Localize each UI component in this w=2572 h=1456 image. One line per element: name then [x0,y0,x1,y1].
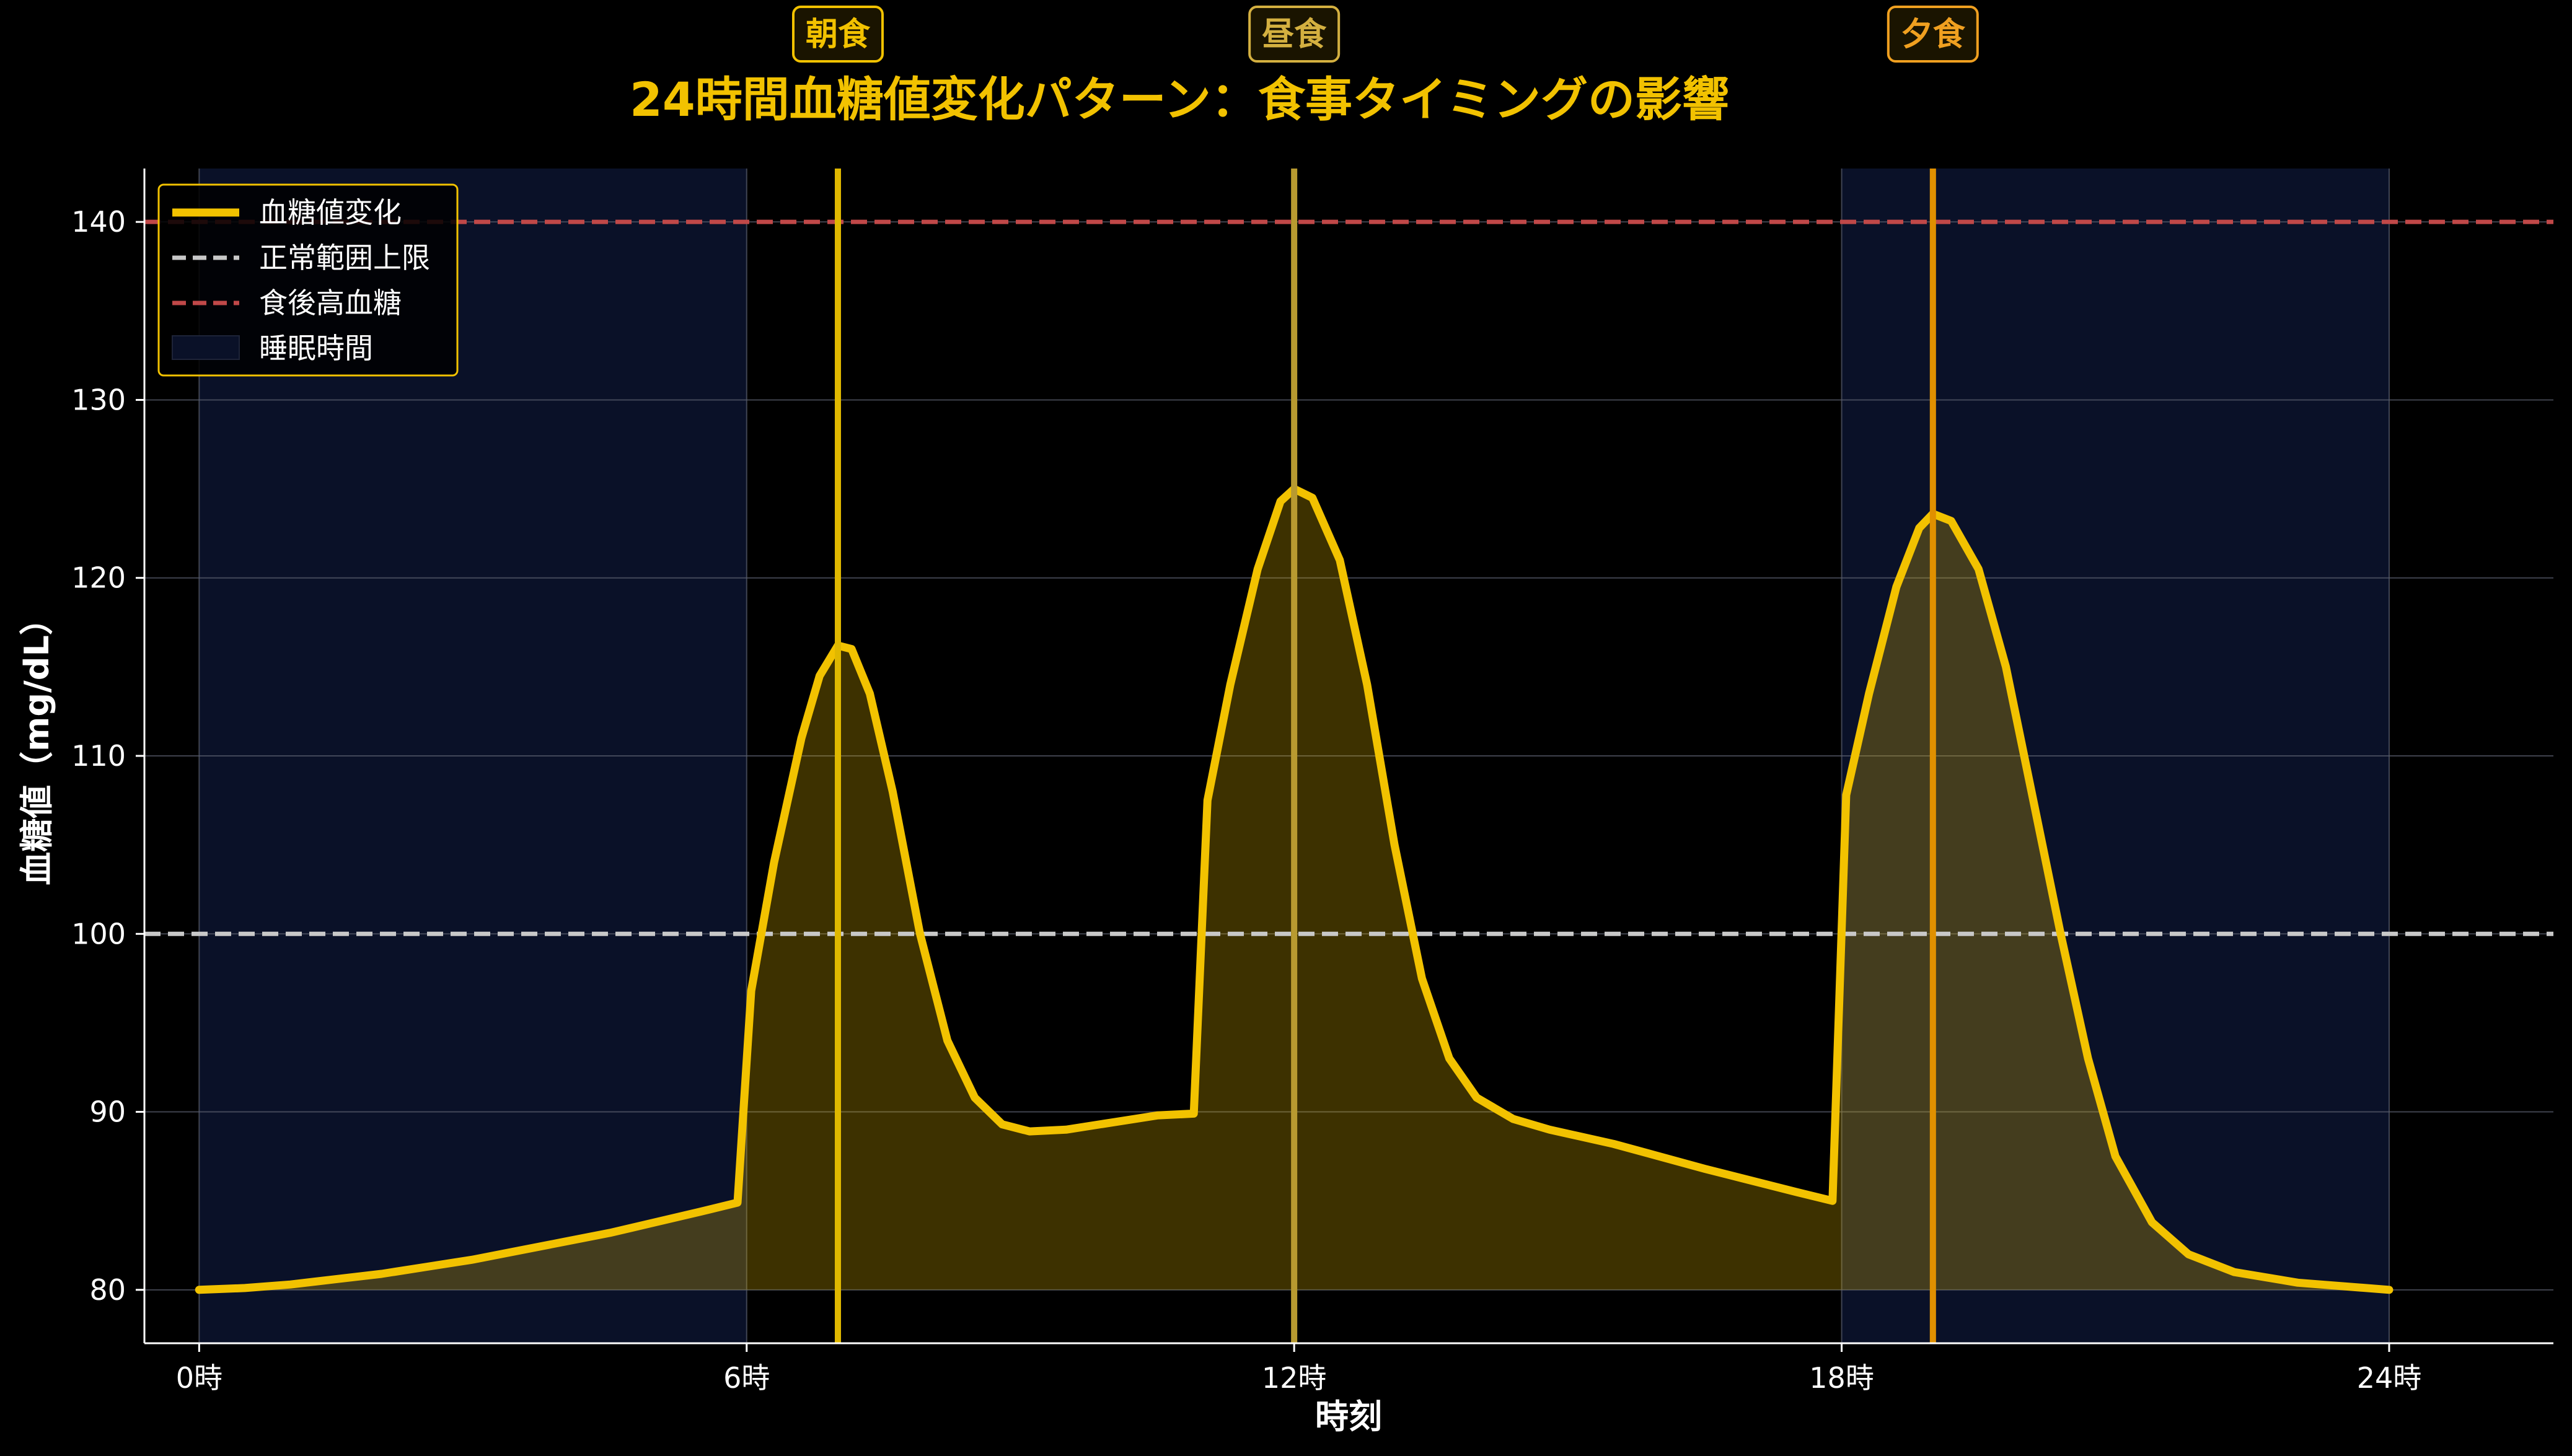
y-ticks: 80 90 100 110 120 130 140 [71,205,144,1307]
glucose-series [195,485,2394,1294]
x-axis-label: 時刻 [1315,1397,1382,1436]
x-tick-label: 24時 [2357,1361,2422,1395]
chart-title: 24時間血糖値変化パターン：食事タイミングの影響 [630,72,1729,127]
meal-label: 夕食 [1901,16,1966,53]
legend-label: 食後高血糖 [259,286,402,320]
y-tick-label: 140 [71,205,126,239]
legend-box [157,183,459,377]
legend-label: 睡眠時間 [259,331,373,365]
legend-swatch-sleep [172,335,240,360]
y-tick-label: 80 [89,1273,126,1307]
x-tick-label: 0時 [176,1361,222,1395]
meal-label-box [791,6,884,63]
y-tick-label: 90 [89,1095,126,1129]
y-axis-label: 血糖値（mg/dL） [17,602,56,885]
y-tick-label: 110 [71,739,126,773]
meal-label: 昼食 [1262,16,1327,53]
legend-label: 正常範囲上限 [259,241,430,274]
y-tick-label: 120 [71,561,126,595]
x-tick-label: 6時 [723,1361,770,1395]
x-ticks: 0時 6時 12時 18時 24時 [176,1343,2422,1395]
y-tick-label: 130 [71,383,126,416]
meal-markers: 朝食 昼食 夕食 [791,6,1979,1343]
meal-label-box [1887,6,1979,63]
meal-label-box [1248,6,1341,63]
x-tick-label: 18時 [1809,1361,1874,1395]
meal-label: 朝食 [806,16,871,53]
threshold-lines [144,219,2553,936]
glucose-line [195,485,2394,1294]
legend-label: 血糖値変化 [259,196,402,229]
y-tick-label: 100 [71,917,126,950]
x-tick-label: 12時 [1262,1361,1327,1395]
